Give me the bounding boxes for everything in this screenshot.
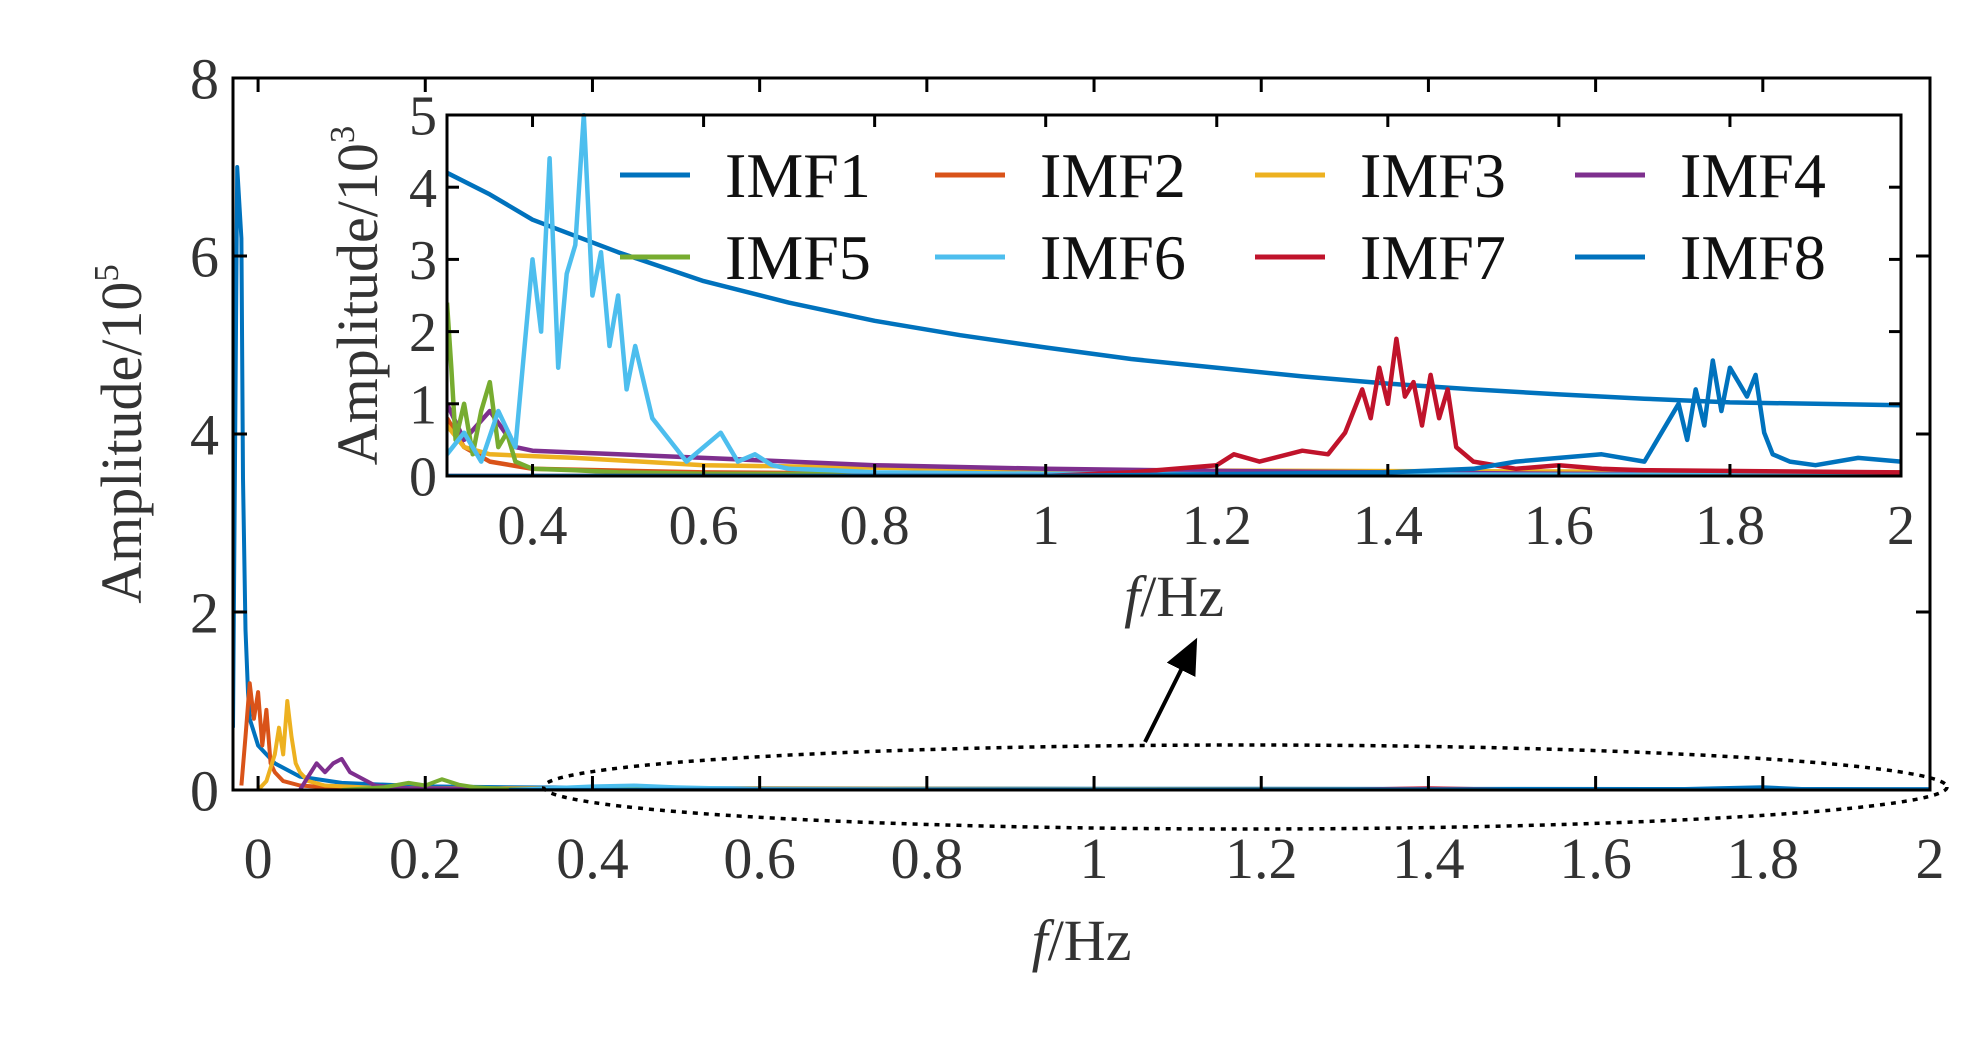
main-xtick-label: 0.2 xyxy=(389,826,462,891)
inset-xtick-label: 2 xyxy=(1887,495,1915,557)
legend-item-imf1: IMF1 xyxy=(620,140,871,211)
inset-series-imf1 xyxy=(447,170,1901,408)
main-xtick-label: 0 xyxy=(244,826,273,891)
inset-ytick-label: 4 xyxy=(409,158,437,220)
legend-item-imf3: IMF3 xyxy=(1255,140,1506,211)
legend-label-imf7: IMF7 xyxy=(1360,222,1506,293)
main-xtick-label: 1.2 xyxy=(1225,826,1298,891)
inset-y-axis-title-text: Amplitude/10 xyxy=(325,143,390,465)
main-xtick-label: 1.8 xyxy=(1727,826,1800,891)
main-ytick-label: 0 xyxy=(190,758,219,823)
legend-label-imf8: IMF8 xyxy=(1680,222,1826,293)
main-plot: 0 0.2 0.4 0.6 0.8 1 1.2 1.4 1.6 1.8 2 0 2 4 6 8 f/Hz Ampl… xyxy=(87,46,1945,973)
inset-ytick-label: 0 xyxy=(409,447,437,509)
inset-plot-frame xyxy=(445,113,1903,478)
main-y-axis-title: Amplitude/105 xyxy=(87,264,154,604)
inset-xtick-label: 1 xyxy=(1032,495,1060,557)
main-ytick-label: 8 xyxy=(190,46,219,111)
inset-legend: IMF1 IMF2 IMF3 IMF4 IMF5 IMF6 IMF7 IMF8 xyxy=(620,140,1826,293)
inset-xtick-label: 1.8 xyxy=(1695,495,1765,557)
legend-item-imf8: IMF8 xyxy=(1575,222,1826,293)
legend-item-imf5: IMF5 xyxy=(620,222,871,293)
main-ytick-label: 2 xyxy=(190,580,219,645)
inset-ytick-label: 1 xyxy=(409,374,437,436)
main-series-imf3 xyxy=(256,699,1930,790)
main-xtick-label: 0.6 xyxy=(723,826,796,891)
main-xtick-label: 2 xyxy=(1916,826,1945,891)
zoom-annotation xyxy=(541,637,1949,831)
inset-ytick-label: 3 xyxy=(409,230,437,292)
inset-y-axis-title-exponent: 3 xyxy=(323,126,362,143)
legend-label-imf4: IMF4 xyxy=(1680,140,1826,211)
main-x-axis-title-unit: /Hz xyxy=(1048,908,1132,973)
legend-label-imf2: IMF2 xyxy=(1040,140,1186,211)
main-xtick-label: 0.8 xyxy=(891,826,964,891)
main-xtick-label: 1.4 xyxy=(1392,826,1465,891)
main-ytick-label: 6 xyxy=(190,224,219,289)
main-xtick-label: 1.6 xyxy=(1559,826,1632,891)
main-x-axis-title: f/Hz xyxy=(1032,908,1132,973)
inset-xtick-label: 0.8 xyxy=(840,495,910,557)
inset-ytick-label: 2 xyxy=(409,302,437,364)
inset-y-axis-title: Amplitude/103 xyxy=(323,126,390,466)
legend-label-imf5: IMF5 xyxy=(725,222,871,293)
main-xtick-label: 0.4 xyxy=(556,826,629,891)
legend-label-imf3: IMF3 xyxy=(1360,140,1506,211)
main-ytick-label: 4 xyxy=(190,402,219,467)
inset-xtick-label: 1.4 xyxy=(1353,495,1423,557)
legend-item-imf4: IMF4 xyxy=(1575,140,1826,211)
main-series-imf2 xyxy=(239,681,1930,790)
inset-xtick-label: 0.6 xyxy=(669,495,739,557)
inset-x-axis-title-unit: /Hz xyxy=(1140,564,1224,629)
main-xtick-label: 1 xyxy=(1080,826,1109,891)
inset-xtick-label: 1.2 xyxy=(1182,495,1252,557)
inset-xtick-label: 1.6 xyxy=(1524,495,1594,557)
inset-series-imf6 xyxy=(447,113,1901,476)
inset-xtick-label: 0.4 xyxy=(498,495,568,557)
legend-label-imf1: IMF1 xyxy=(725,140,871,211)
main-series-imf4 xyxy=(298,756,1930,790)
legend-item-imf2: IMF2 xyxy=(935,140,1186,211)
inset-x-axis-title: f/Hz xyxy=(1124,564,1224,629)
main-y-axis-title-exponent: 5 xyxy=(87,264,126,281)
legend-label-imf6: IMF6 xyxy=(1040,222,1186,293)
inset-series-imf5 xyxy=(447,302,1901,476)
inset-plot: 0.4 0.6 0.8 1 1.2 1.4 1.6 1.8 2 0 1 2 3 4 5 f/Hz Amplitu… xyxy=(323,86,1915,629)
legend-item-imf6: IMF6 xyxy=(935,222,1186,293)
inset-series-imf8 xyxy=(447,358,1901,476)
inset-ytick-label: 5 xyxy=(409,86,437,148)
zoom-arrow xyxy=(1143,637,1198,743)
inset-series-imf7 xyxy=(447,336,1901,476)
main-y-axis-title-text: Amplitude/10 xyxy=(89,282,154,604)
zoom-region-ellipse xyxy=(541,743,1949,831)
legend-item-imf7: IMF7 xyxy=(1255,222,1506,293)
